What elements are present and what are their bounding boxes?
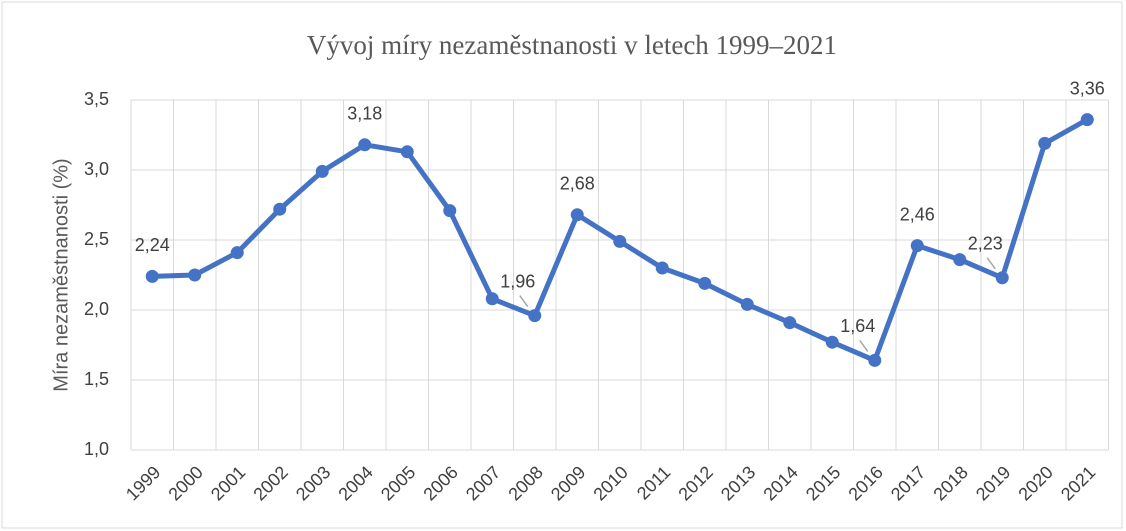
point <box>230 246 244 260</box>
data-label: 2,23 <box>968 234 1003 254</box>
point <box>613 234 627 248</box>
point <box>358 138 372 152</box>
point <box>315 164 329 178</box>
point <box>1038 136 1052 150</box>
data-label: 3,18 <box>347 104 382 124</box>
y-tick-label: 3,5 <box>84 89 109 109</box>
data-label: 2,46 <box>900 204 935 224</box>
point <box>1080 113 1094 127</box>
point <box>145 269 159 283</box>
data-label: 1,64 <box>840 316 875 336</box>
point <box>868 353 882 367</box>
data-label: 2,24 <box>135 235 170 255</box>
point <box>443 204 457 218</box>
y-axis-label: Míra nezaměstnanosti (%) <box>50 158 72 391</box>
data-label: 3,36 <box>1070 78 1105 98</box>
point <box>698 276 712 290</box>
data-label: 1,96 <box>500 271 535 291</box>
y-tick-label: 1,5 <box>84 369 109 389</box>
leader-line <box>859 339 869 352</box>
point <box>740 297 754 311</box>
point <box>485 292 499 306</box>
leader-line <box>519 295 529 308</box>
y-tick-label: 3,0 <box>84 159 109 179</box>
point <box>570 208 584 222</box>
point <box>825 335 839 349</box>
y-tick-label: 2,5 <box>84 229 109 249</box>
chart-title: Vývoj míry nezaměstnanosti v letech 1999… <box>307 30 837 60</box>
y-tick-label: 2,0 <box>84 299 109 319</box>
point <box>528 309 542 323</box>
point <box>910 239 924 253</box>
point <box>273 202 287 216</box>
point <box>783 316 797 330</box>
leader-line <box>986 257 996 270</box>
point <box>400 145 414 159</box>
point <box>655 261 669 275</box>
data-label: 2,68 <box>560 174 595 194</box>
point <box>953 253 967 267</box>
y-tick-label: 1,0 <box>84 439 109 459</box>
point <box>995 271 1009 285</box>
point <box>188 268 202 282</box>
